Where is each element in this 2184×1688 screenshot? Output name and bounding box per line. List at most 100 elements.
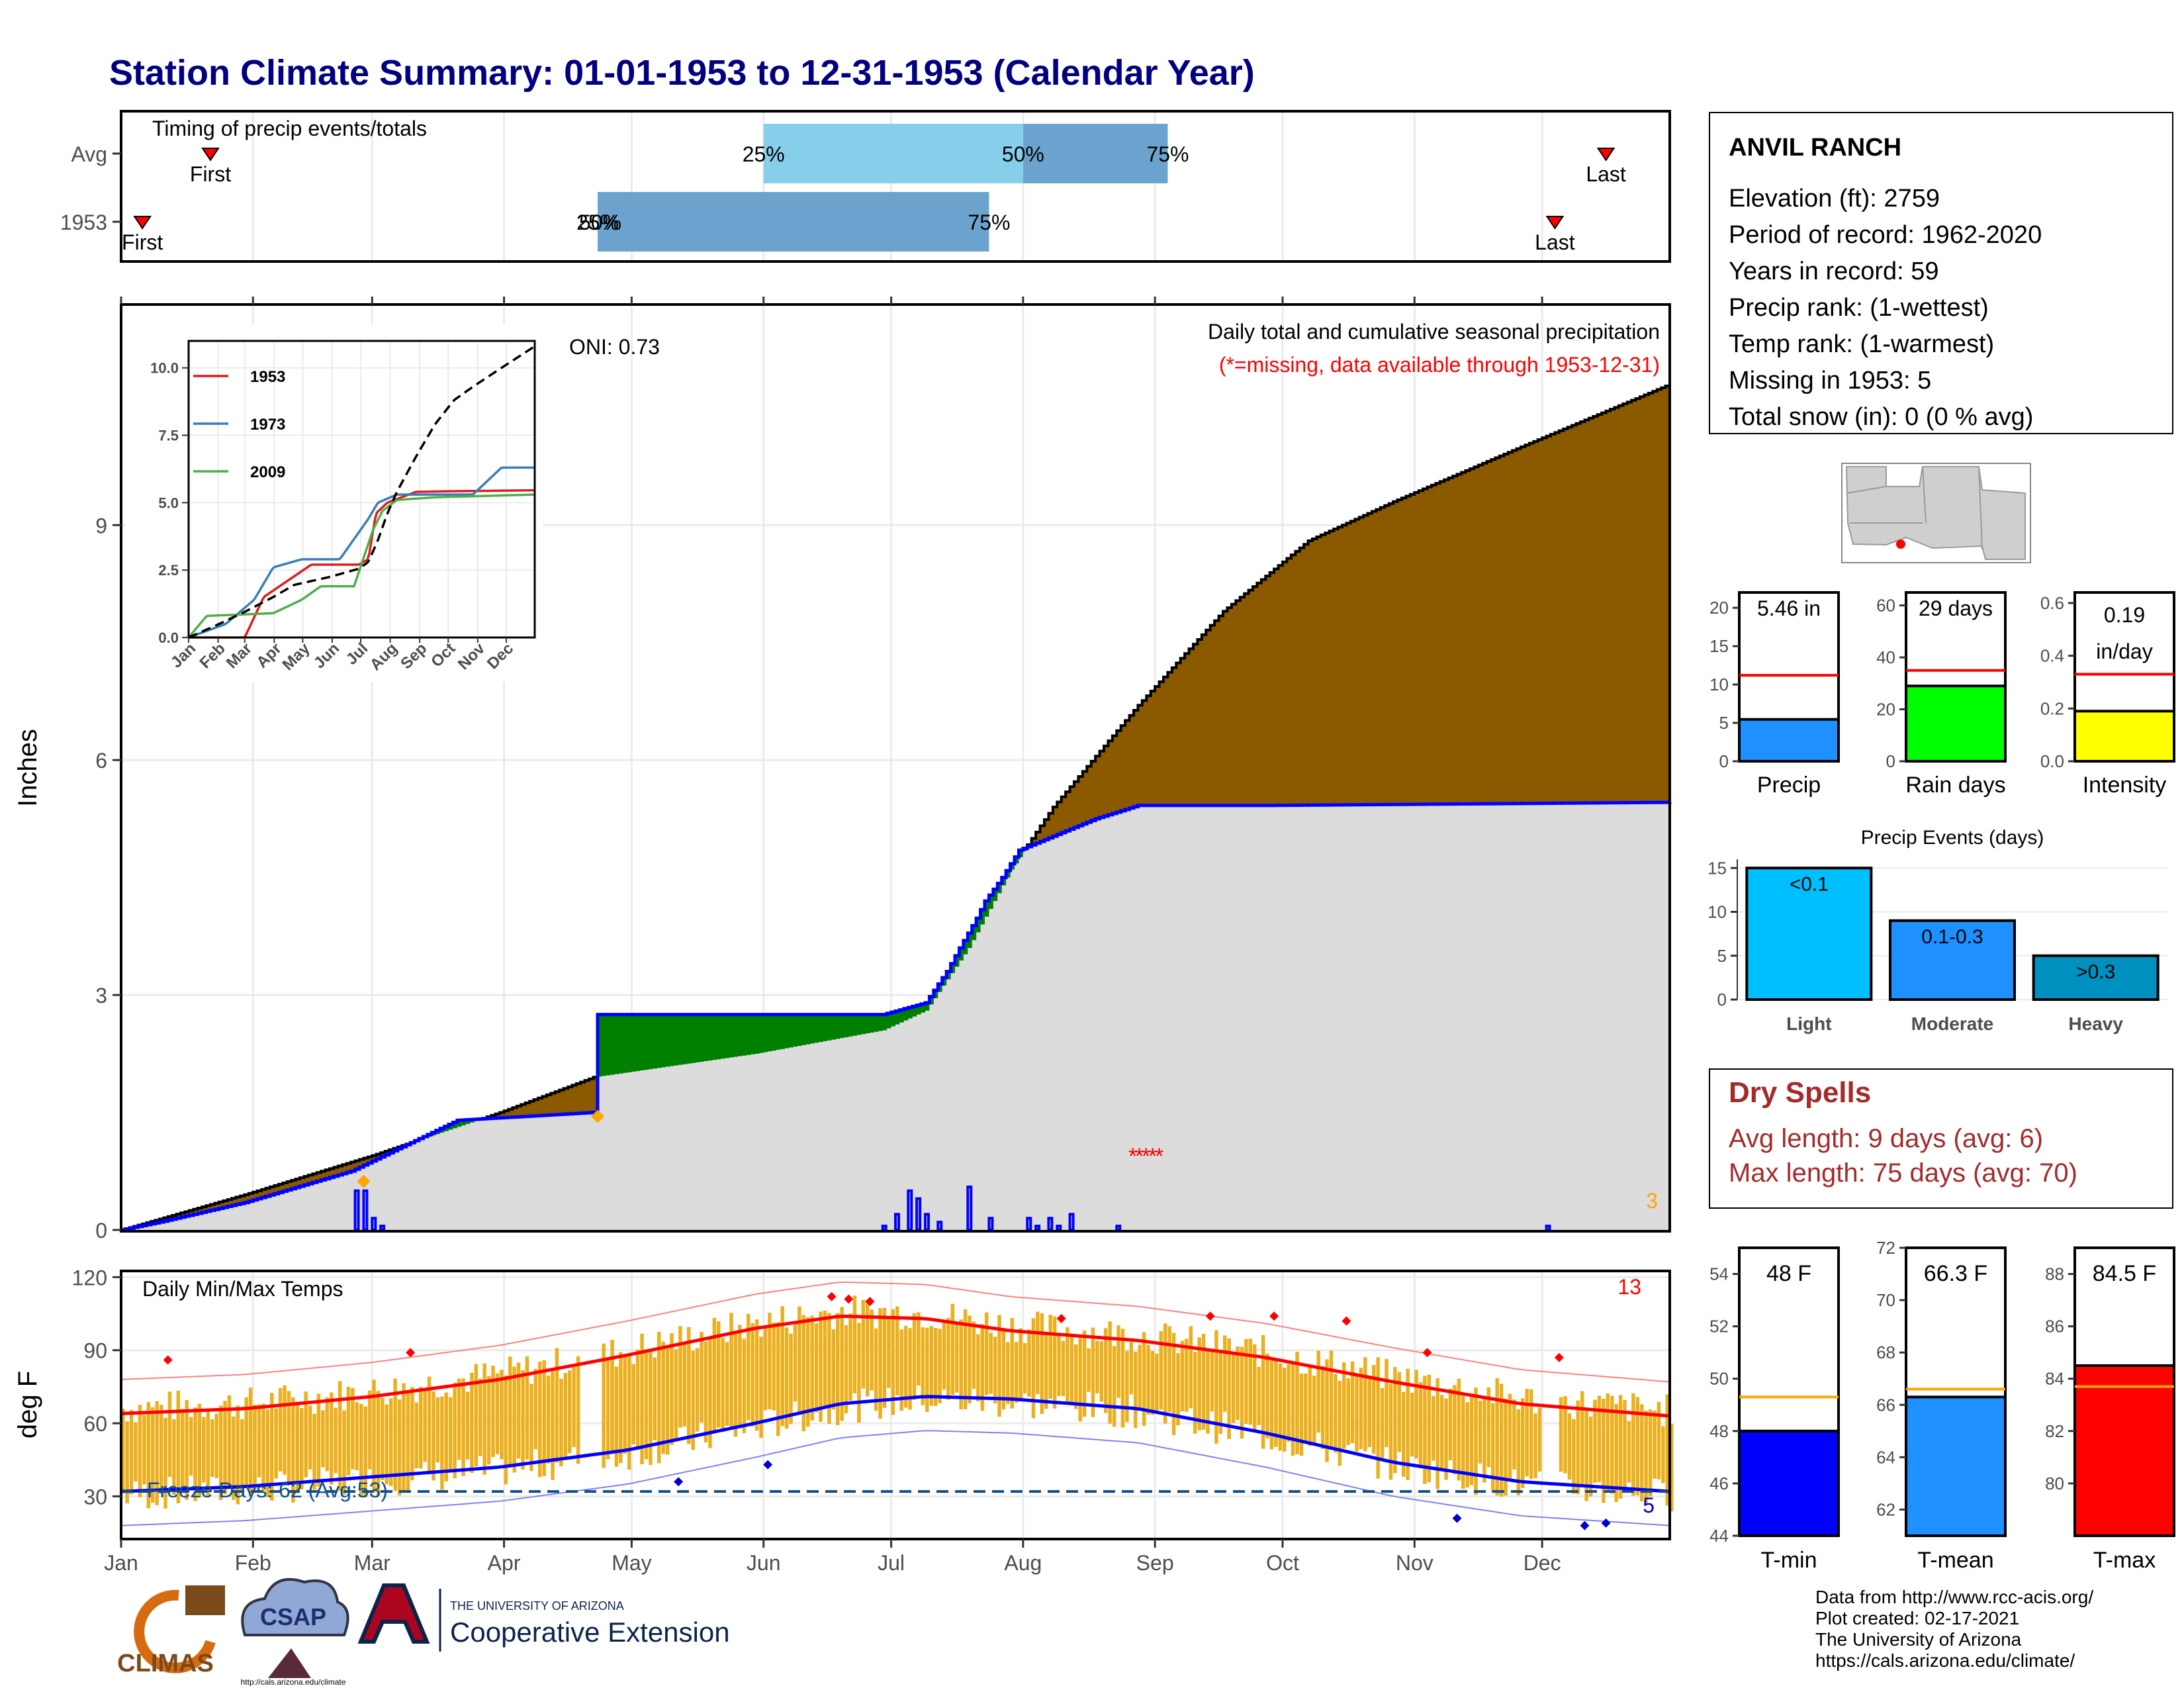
temp-y-tick-label: 90	[83, 1339, 107, 1363]
daily-temp-bar	[1418, 1382, 1423, 1469]
daily-temp-bar	[691, 1350, 695, 1450]
daily-temp-bar	[721, 1338, 725, 1431]
daily-temp-bar	[968, 1315, 972, 1404]
daily-temp-bar	[942, 1322, 946, 1390]
daily-temp-bar	[1278, 1363, 1283, 1451]
daily-temp-bar	[1367, 1375, 1372, 1447]
timing-panel-label: Timing of precip events/totals	[152, 117, 427, 140]
daily-temp-bar	[801, 1315, 806, 1432]
daily-temp-bar	[486, 1376, 491, 1465]
record-high-marker	[163, 1355, 173, 1365]
timing-frame	[120, 110, 1671, 263]
station-bar-label: Rain days	[1905, 773, 2005, 798]
station-bar-tick-label: 10	[1709, 675, 1729, 694]
temp-bar-tick-label: 48	[1709, 1421, 1729, 1441]
events-y-tick-label: 10	[1707, 902, 1727, 922]
temp-bar-value: 48 F	[1766, 1261, 1811, 1286]
avg-min-temp-line	[120, 1395, 1670, 1493]
daily-temp-bar	[359, 1403, 363, 1497]
daily-temp-bar	[453, 1382, 457, 1479]
daily-temp-bar	[274, 1408, 278, 1479]
daily-temp-bar	[1453, 1385, 1457, 1475]
daily-temp-bar	[1461, 1395, 1465, 1489]
daily-temp-bar	[1495, 1378, 1499, 1496]
daily-temp-bar	[1414, 1370, 1418, 1459]
temp-bar-tick-label: 68	[1876, 1342, 1895, 1362]
daily-temp-bar	[1023, 1342, 1027, 1394]
daily-temp-bar	[1134, 1351, 1138, 1429]
month-label: Oct	[1266, 1551, 1299, 1575]
daily-temp-bar	[1176, 1353, 1180, 1426]
daily-temp-bar	[1432, 1395, 1435, 1461]
daily-temp-bar	[733, 1333, 738, 1437]
daily-temp-bar	[1104, 1328, 1108, 1413]
daily-temp-bar	[1325, 1359, 1329, 1462]
missing-note: (*=missing, data available through 1953-…	[1219, 353, 1660, 377]
timing-q75-label: 75%	[1146, 142, 1189, 166]
events-y-tick-label: 5	[1717, 946, 1727, 966]
temp-bar-tick-label: 54	[1709, 1264, 1729, 1284]
daily-temp-bar	[440, 1396, 444, 1490]
daily-temp-bar	[1584, 1411, 1588, 1501]
daily-temp-bar	[793, 1323, 797, 1402]
daily-temp-bar	[257, 1404, 261, 1477]
daily-temp-bar	[1066, 1327, 1069, 1404]
daily-temp-bar	[1078, 1335, 1082, 1422]
daily-temp-bar	[866, 1299, 870, 1397]
climas-block	[185, 1585, 225, 1615]
daily-temp-bar	[1274, 1358, 1278, 1447]
daily-temp-bar	[1019, 1328, 1023, 1401]
daily-temp-bar	[614, 1366, 619, 1467]
daily-temp-bar	[963, 1309, 968, 1410]
daily-temp-bar	[1597, 1395, 1602, 1482]
temp-bar-fill	[1905, 1395, 2007, 1538]
timing-iqr-low	[763, 124, 1023, 183]
daily-temp-bar	[1338, 1381, 1342, 1466]
footer-line: The University of Arizona	[1815, 1629, 2022, 1650]
station-location-dot	[1896, 539, 1905, 549]
footer-credits: Data from http://www.rcc-acis.org/Plot c…	[1815, 1587, 2093, 1671]
daily-temp-bar	[381, 1397, 385, 1480]
daily-temp-bar	[985, 1312, 989, 1395]
daily-temp-bar	[857, 1323, 861, 1423]
daily-temp-bar	[606, 1359, 610, 1460]
daily-temp-bar	[129, 1410, 134, 1495]
temp-y-tick-label: 120	[72, 1266, 107, 1289]
daily-temp-bar	[1074, 1344, 1078, 1409]
daily-temp-bar	[1142, 1332, 1146, 1427]
daily-temp-bar	[495, 1373, 500, 1454]
daily-temp-bar	[700, 1331, 704, 1423]
daily-temp-bar	[1567, 1413, 1572, 1480]
month-label: Mar	[354, 1551, 390, 1575]
avg-max-temp-line	[120, 1314, 1670, 1418]
daily-temp-bar	[525, 1356, 529, 1460]
daily-temp-bar	[218, 1405, 223, 1501]
daily-temp-bar	[695, 1348, 700, 1432]
record-low-count: 5	[1643, 1493, 1655, 1517]
daily-temp-bar	[1618, 1395, 1623, 1499]
daily-temp-bar	[1036, 1311, 1040, 1395]
csap-text: CSAP	[260, 1603, 326, 1630]
daily-temp-bar	[1155, 1353, 1159, 1413]
daily-temp-bar	[1657, 1401, 1661, 1479]
daily-temp-bar	[712, 1317, 717, 1432]
daily-temp-bar	[1125, 1350, 1129, 1423]
daily-temp-bar	[512, 1366, 516, 1473]
month-label: Jul	[878, 1551, 905, 1575]
station-bar-value: in/day	[2096, 639, 2152, 663]
dry-spells-title: Dry Spells	[1729, 1076, 1871, 1109]
daily-temp-bar	[533, 1369, 538, 1450]
daily-temp-bar	[772, 1322, 776, 1411]
daily-temp-bar	[1508, 1393, 1512, 1479]
station-bar-tick-label: 0.2	[2040, 698, 2064, 718]
daily-temp-bar	[1138, 1344, 1142, 1410]
inset-y-tick-label: 2.5	[158, 562, 179, 579]
station-bar-tick-label: 60	[1876, 596, 1895, 616]
ua-small-text: THE UNIVERSITY OF ARIZONA	[450, 1599, 624, 1613]
timing-q25-label: 25%	[576, 211, 619, 234]
daily-temp-bar	[687, 1327, 691, 1444]
inset-legend: 1953 1973 2009	[193, 368, 285, 481]
timing-marker	[1545, 216, 1565, 230]
daily-temp-bar	[159, 1405, 163, 1494]
station-bar-tick-label: 40	[1876, 647, 1895, 667]
